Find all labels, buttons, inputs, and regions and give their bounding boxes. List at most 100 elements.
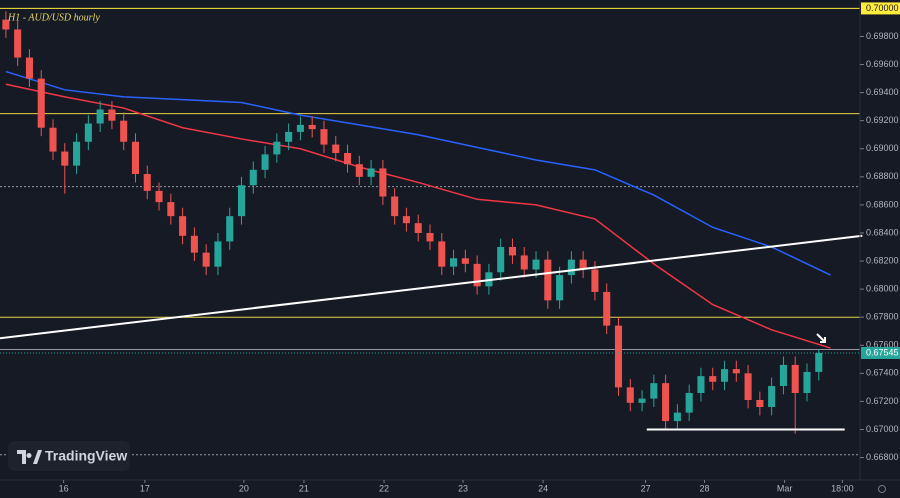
candle-body (579, 259, 587, 270)
last-price-label: 0.67545 (866, 347, 899, 357)
y-tick-label: 0.69000 (866, 143, 899, 153)
candle-body (556, 275, 564, 301)
candle-body (768, 385, 776, 408)
candle-body (414, 223, 422, 233)
candle-body (662, 383, 670, 422)
y-tick-label: 0.66800 (866, 452, 899, 462)
plot (0, 7, 863, 456)
x-tick-label: 21 (299, 483, 309, 493)
candle-body (355, 164, 363, 177)
candle-body (544, 259, 552, 301)
candle-body (473, 263, 481, 287)
candle-body (84, 123, 92, 142)
y-tick-label: 0.68200 (866, 255, 899, 265)
candle-body (426, 232, 434, 242)
moving-average (5, 83, 831, 349)
candle-body (202, 252, 210, 267)
y-tick-label: 0.67600 (866, 340, 899, 350)
y-tick-label: 0.68000 (866, 283, 899, 293)
y-tick-label: 0.67800 (866, 312, 899, 322)
candle-body (732, 369, 740, 374)
x-tick-label: 20 (239, 483, 249, 493)
candle-body (25, 57, 33, 79)
y-tick-label: 0.68400 (866, 227, 899, 237)
last-price-box (861, 346, 900, 359)
candle-body (697, 376, 705, 393)
candle-body (143, 174, 151, 191)
candle-body (120, 120, 128, 142)
candle-body (402, 216, 410, 224)
candle-body (131, 141, 140, 175)
candle-body (285, 131, 293, 142)
candle-body (614, 325, 623, 388)
candle-body (226, 216, 234, 242)
candle-body (261, 154, 269, 170)
x-tick-label: 16 (59, 483, 69, 493)
x-tick-label: 22 (379, 483, 389, 493)
candle-body (779, 364, 787, 386)
candle-body (214, 241, 222, 267)
candle-body (626, 387, 634, 403)
level-label: 0.70000 (866, 3, 899, 13)
candle-body (638, 398, 646, 403)
candle-body (803, 371, 811, 393)
candle-body (520, 255, 528, 270)
y-tick-label: 0.68800 (866, 171, 899, 181)
candle-body (167, 202, 175, 217)
candle-body (744, 373, 752, 400)
candle-body (461, 258, 469, 264)
candle-body (756, 400, 764, 408)
chart-title: H1 - AUD/USD hourly (7, 12, 100, 23)
candle-body (438, 241, 446, 267)
x-tick-label: Mar (777, 483, 793, 493)
candle-body (344, 152, 352, 165)
y-tick-label: 0.67200 (866, 396, 899, 406)
x-tick-label: 24 (538, 483, 548, 493)
candle-body (49, 127, 57, 152)
candle-body (591, 269, 599, 292)
candle-body (367, 168, 375, 177)
arrow (816, 333, 826, 343)
candle-body (709, 376, 717, 382)
moving-average (5, 70, 831, 276)
candle-body (650, 383, 658, 399)
y-tick-label: 0.69800 (866, 31, 899, 41)
candle-body (603, 291, 611, 326)
candle-body (720, 369, 729, 382)
y-tick-label: 0.69400 (866, 87, 899, 97)
candle-body (73, 141, 81, 166)
candle-body (508, 247, 516, 256)
candle-body (320, 129, 328, 145)
candle-body (567, 259, 575, 276)
candle-body (14, 29, 22, 58)
trendline (0, 234, 863, 340)
candle-body (96, 109, 104, 124)
x-tick-label: 17 (140, 483, 150, 493)
candle-body (190, 235, 198, 253)
candle-body (391, 196, 399, 217)
candle-body (155, 190, 163, 203)
y-tick-label: 0.69600 (866, 59, 899, 69)
x-tick-label: 23 (458, 483, 468, 493)
candle-body (379, 168, 387, 197)
logo-box (8, 441, 130, 471)
y-tick-label: 0.67000 (866, 424, 899, 434)
candle-body (61, 151, 69, 166)
y-tick-label: 0.69200 (866, 115, 899, 125)
settings-icon[interactable] (878, 485, 886, 493)
candle-body (237, 185, 246, 217)
level-label-box (861, 2, 900, 15)
brand-logo: TradingView (8, 441, 130, 471)
candle-body (296, 124, 304, 132)
x-tick-label: 28 (699, 483, 709, 493)
candle-body (673, 412, 681, 422)
candle-body (37, 78, 45, 128)
candle-body (332, 144, 340, 153)
candle-body (450, 258, 458, 267)
candle-body (791, 364, 799, 393)
candle-body (2, 19, 10, 30)
logo-icon (17, 450, 42, 464)
